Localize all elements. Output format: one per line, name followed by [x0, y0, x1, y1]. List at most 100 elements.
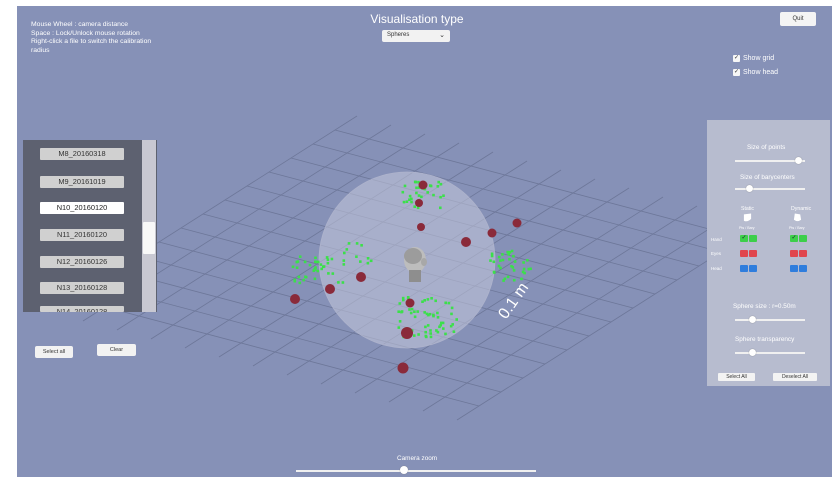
- dynamic-head-points-checkbox[interactable]: [790, 265, 798, 272]
- barycenter-sphere: [512, 218, 522, 228]
- data-point: [296, 260, 300, 263]
- data-point: [303, 260, 307, 264]
- dynamic-hand-points-checkbox[interactable]: ✓: [790, 235, 798, 242]
- file-item[interactable]: N14_20160128: [40, 306, 124, 312]
- data-point: [359, 260, 362, 263]
- data-point: [314, 266, 317, 269]
- dynamic-eyes-points-checkbox[interactable]: [790, 250, 798, 257]
- data-point: [302, 278, 305, 282]
- scrollbar-thumb[interactable]: [143, 222, 155, 254]
- barycenter-sphere: [401, 327, 413, 339]
- data-point: [426, 298, 430, 301]
- static-label: Static: [741, 206, 754, 212]
- dropdown-value: Spheres: [387, 32, 410, 38]
- static-hand-points-checkbox[interactable]: ✓: [740, 235, 748, 242]
- camera-zoom-label: Camera zoom: [397, 455, 438, 462]
- head-model-icon: [404, 247, 427, 282]
- data-point: [425, 312, 429, 316]
- size-of-barycenters-slider-knob[interactable]: [745, 185, 753, 192]
- grid-line: [388, 205, 698, 403]
- static-head-points-checkbox[interactable]: [740, 265, 748, 272]
- select-all-files-button[interactable]: Select all: [35, 346, 73, 358]
- data-point: [341, 281, 345, 284]
- data-point: [426, 324, 430, 327]
- static-head-bary-checkbox[interactable]: [749, 265, 757, 272]
- data-point: [426, 191, 429, 194]
- data-point: [522, 267, 526, 271]
- data-point: [410, 307, 414, 311]
- data-point: [316, 260, 320, 264]
- data-point: [316, 269, 320, 273]
- sphere-size-slider-knob[interactable]: [749, 316, 756, 323]
- dynamic-hand-bary-checkbox[interactable]: [799, 235, 807, 242]
- checkbox-checked-icon[interactable]: ✓: [733, 55, 740, 62]
- data-point: [501, 258, 505, 262]
- quit-button[interactable]: Quit: [780, 12, 816, 26]
- static-eyes-bary-checkbox[interactable]: [749, 250, 757, 257]
- static-hand-icon: [743, 213, 752, 222]
- data-point: [326, 258, 330, 261]
- data-point: [526, 259, 529, 262]
- data-point: [439, 206, 442, 210]
- static-hand-bary-checkbox[interactable]: [749, 235, 757, 242]
- size-of-points-slider-knob[interactable]: [794, 157, 802, 164]
- data-point: [408, 194, 412, 198]
- dynamic-eyes-bary-checkbox[interactable]: [799, 250, 807, 257]
- sphere-size-slider[interactable]: [735, 319, 805, 321]
- data-point: [314, 260, 317, 264]
- visualisation-type-dropdown[interactable]: Spheres ⌄: [382, 30, 450, 42]
- dynamic-head-bary-checkbox[interactable]: [799, 265, 807, 272]
- data-point: [314, 256, 317, 260]
- data-point: [441, 321, 445, 325]
- file-item[interactable]: N12_20160126: [40, 256, 124, 268]
- data-point: [406, 296, 410, 299]
- data-point: [326, 261, 330, 265]
- data-point: [506, 275, 510, 279]
- data-point: [513, 260, 517, 263]
- data-point: [451, 323, 454, 326]
- data-point: [429, 332, 432, 335]
- size-of-points-slider[interactable]: [735, 160, 805, 162]
- file-list-scrollbar[interactable]: [142, 140, 156, 312]
- data-point: [507, 253, 510, 256]
- select-all-button[interactable]: Select All: [718, 373, 755, 381]
- instruction-line: Space : Lock/Unlock mouse rotation: [31, 29, 140, 37]
- sphere-transparency-slider[interactable]: [735, 352, 805, 354]
- show-grid-toggle[interactable]: ✓ Show grid: [733, 55, 774, 62]
- data-point: [430, 297, 433, 300]
- data-point: [315, 260, 318, 264]
- data-point: [417, 194, 421, 197]
- sphere-transparency-slider-knob[interactable]: [749, 349, 756, 356]
- data-point: [497, 264, 501, 268]
- data-point: [502, 279, 505, 282]
- data-point: [490, 252, 494, 256]
- grid-line: [312, 143, 722, 253]
- camera-zoom-slider-knob[interactable]: [400, 466, 408, 474]
- data-point: [416, 310, 419, 313]
- file-list-panel[interactable]: M8_20160318 M9_20161019 N10_20160120 N11…: [23, 140, 157, 312]
- deselect-all-button[interactable]: Deselect All: [773, 373, 817, 381]
- grid-line: [354, 196, 664, 394]
- camera-zoom-slider[interactable]: [296, 470, 536, 472]
- file-item[interactable]: N13_20160128: [40, 282, 124, 294]
- data-point: [510, 249, 514, 253]
- data-point: [439, 323, 442, 327]
- checkbox-checked-icon[interactable]: ✓: [733, 69, 740, 76]
- barycenter-sphere: [418, 180, 428, 190]
- file-item-selected[interactable]: N10_20160120: [40, 202, 124, 214]
- data-point: [337, 281, 340, 284]
- file-item[interactable]: M8_20160318: [40, 148, 124, 160]
- data-point: [401, 190, 405, 194]
- instructions: Mouse Wheel : camera distance Space : Lo…: [31, 21, 151, 55]
- file-item[interactable]: N11_20160120: [40, 229, 124, 241]
- data-point: [501, 253, 504, 256]
- clear-files-button[interactable]: Clear: [97, 344, 136, 356]
- file-item[interactable]: M9_20161019: [40, 176, 124, 188]
- data-point: [320, 267, 323, 271]
- 3d-scene[interactable]: 0.1 m: [17, 6, 832, 477]
- data-point: [298, 255, 302, 258]
- size-of-barycenters-slider[interactable]: [735, 188, 805, 190]
- static-eyes-points-checkbox[interactable]: [740, 250, 748, 257]
- show-head-toggle[interactable]: ✓ Show head: [733, 69, 778, 76]
- 3d-viewport[interactable]: 0.1 m Mouse Wheel : camera distance Spac…: [17, 6, 832, 477]
